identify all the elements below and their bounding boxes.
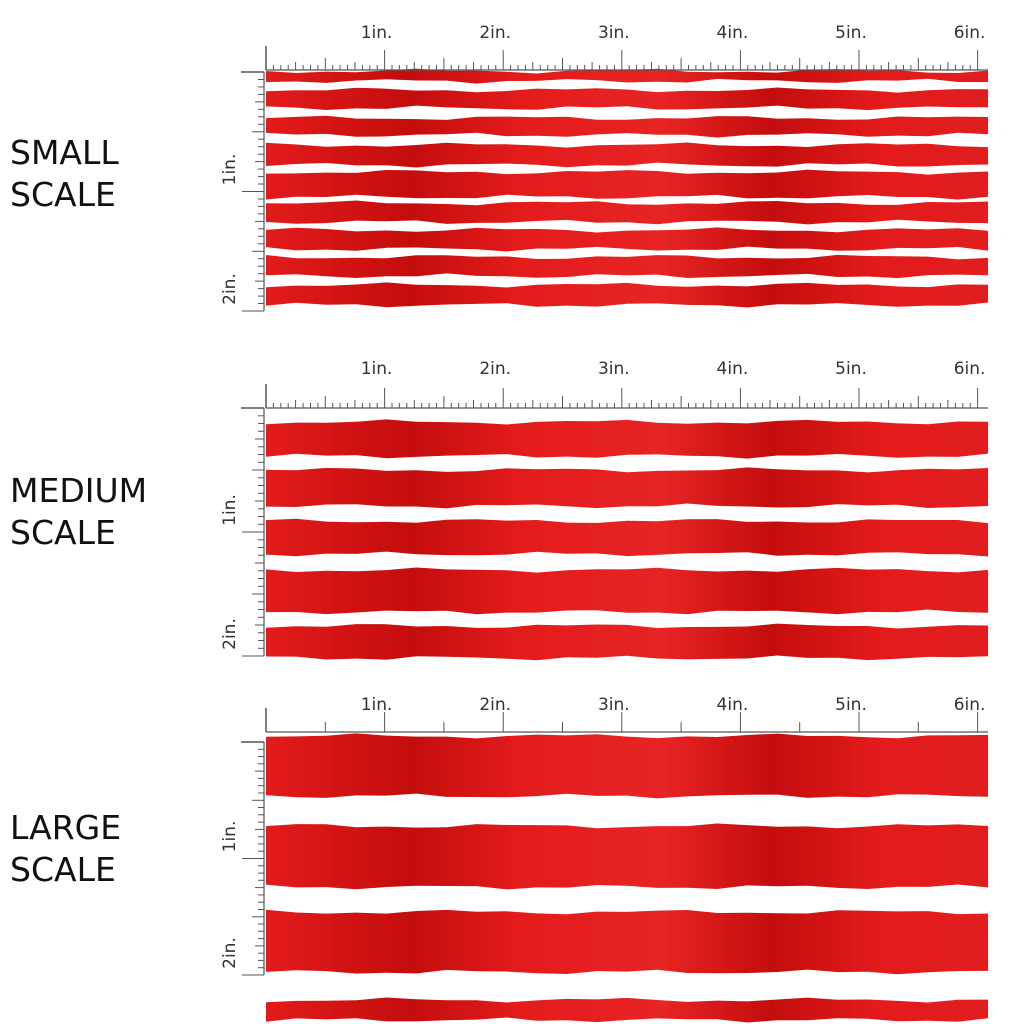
ruler-label: 1in.: [220, 154, 240, 186]
medium-scale-panel: MEDIUM SCALE 1in. 2in. 3in. 4in. 5in. 6in. 1in…: [0, 340, 1024, 680]
red-stripe: [266, 823, 988, 890]
vertical-ruler: 1in. 2in.: [220, 71, 265, 312]
red-stripe: [266, 115, 988, 138]
red-stripe: [266, 467, 988, 509]
ruler-label: 2in.: [220, 937, 240, 969]
ruler-label: 3in.: [598, 23, 630, 43]
stripe-group: [266, 419, 988, 661]
red-stripe: [266, 623, 988, 661]
red-stripe: [266, 518, 988, 557]
vertical-ruler: 1in. 2in.: [220, 407, 265, 657]
ruler-label: 4in.: [717, 23, 749, 43]
red-stripe: [266, 909, 988, 975]
large-scale-label: LARGE SCALE: [10, 807, 121, 891]
ruler-label: 4in.: [717, 359, 749, 379]
medium-scale-swatch: 1in. 2in. 3in. 4in. 5in. 6in. 1in. 2in.: [220, 359, 988, 661]
ruler-label: 1in.: [361, 359, 393, 379]
scale-label-line2: SCALE: [10, 850, 116, 889]
ruler-label: 5in.: [835, 23, 867, 43]
ruler-label: 3in.: [598, 695, 630, 715]
red-stripe: [266, 567, 988, 615]
red-stripe: [266, 254, 988, 279]
large-scale-panel: LARGE SCALE 1in. 2in. 3in. 4in. 5in. 6in. 1in.…: [0, 680, 1024, 1024]
ruler-label: 1in.: [220, 821, 240, 853]
scale-label-line2: SCALE: [10, 513, 116, 552]
red-stripe: [266, 282, 988, 308]
red-stripe: [266, 200, 988, 225]
ruler-label: 6in.: [954, 695, 986, 715]
red-stripe: [266, 733, 988, 799]
small-scale-swatch: 1in. 2in. 3in. 4in. 5in. 6in. 1in. 2in.: [220, 23, 988, 312]
ruler-label: 2in.: [479, 695, 511, 715]
red-stripe: [266, 68, 988, 84]
red-stripe: [266, 997, 988, 1023]
scale-label-line1: LARGE: [10, 808, 122, 847]
ruler-label: 6in.: [954, 23, 986, 43]
scale-label-line1: MEDIUM: [10, 471, 148, 510]
red-stripe: [266, 142, 988, 168]
ruler-label: 3in.: [598, 359, 630, 379]
ruler-label: 5in.: [835, 359, 867, 379]
red-stripe: [266, 227, 988, 252]
red-stripe: [266, 87, 988, 111]
ruler-label: 2in.: [479, 23, 511, 43]
horizontal-ruler: 1in. 2in. 3in. 4in. 5in. 6in.: [265, 23, 988, 71]
horizontal-ruler: 1in. 2in. 3in. 4in. 5in. 6in.: [265, 359, 988, 409]
red-stripe: [266, 169, 988, 200]
ruler-label: 6in.: [954, 359, 986, 379]
ruler-label: 1in.: [361, 23, 393, 43]
ruler-label: 2in.: [479, 359, 511, 379]
ruler-label: 2in.: [220, 618, 240, 650]
ruler-label: 2in.: [220, 273, 240, 305]
horizontal-ruler: 1in. 2in. 3in. 4in. 5in. 6in.: [265, 695, 988, 733]
medium-scale-label: MEDIUM SCALE: [10, 470, 147, 554]
scale-label-line1: SMALL: [10, 133, 119, 172]
stripe-group: [266, 68, 988, 308]
stripe-group: [266, 733, 988, 1023]
ruler-label: 1in.: [220, 494, 240, 526]
vertical-ruler: 1in. 2in.: [220, 741, 265, 976]
small-scale-label: SMALL SCALE: [10, 132, 119, 216]
large-scale-swatch: 1in. 2in. 3in. 4in. 5in. 6in. 1in. 2in.: [220, 695, 988, 1023]
scale-label-line2: SCALE: [10, 175, 116, 214]
red-stripe: [266, 419, 988, 459]
ruler-label: 4in.: [717, 695, 749, 715]
ruler-label: 1in.: [361, 695, 393, 715]
small-scale-panel: SMALL SCALE 1in. 2in. 3in. 4in. 5in. 6in. 1in.…: [0, 0, 1024, 340]
ruler-label: 5in.: [835, 695, 867, 715]
